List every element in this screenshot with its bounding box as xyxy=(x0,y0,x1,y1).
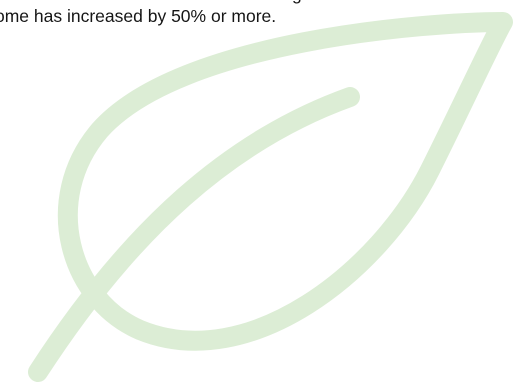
leaf-vein-path xyxy=(28,87,360,382)
partial-text-line: g xyxy=(292,0,302,4)
leaf-outline-path xyxy=(57,12,513,351)
body-text-line: ome has increased by 50% or more. xyxy=(0,6,277,26)
cropped-text-block: g ome has increased by 50% or more. xyxy=(0,0,528,50)
